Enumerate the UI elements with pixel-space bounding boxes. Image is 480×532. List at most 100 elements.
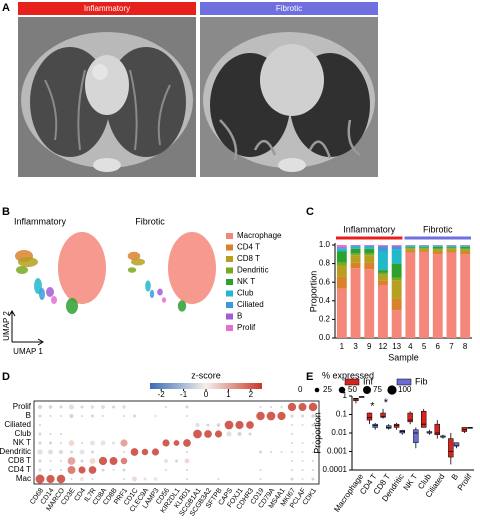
bar-segment <box>378 246 388 252</box>
box <box>453 442 460 447</box>
row-label: B <box>26 411 31 420</box>
bar-segment <box>350 253 361 256</box>
row-label: Dendritic <box>0 447 31 456</box>
bar-segment <box>378 272 388 275</box>
expression-dot <box>248 432 252 436</box>
y-tick-label: 1.0 <box>319 240 331 249</box>
group-banner-label: Inflammatory <box>84 4 130 13</box>
umap-cluster <box>127 267 137 273</box>
bar-segment <box>419 251 429 338</box>
umap-title: Fibrotic <box>135 216 165 226</box>
expression-dot <box>69 413 74 419</box>
expression-dot <box>269 405 273 409</box>
expression-dot <box>226 431 232 437</box>
expression-dot <box>308 402 318 412</box>
expression-dot <box>56 474 66 484</box>
bar-segment <box>391 245 402 247</box>
legend-label: CD8 T <box>237 254 260 263</box>
bar-segment <box>336 265 347 277</box>
expression-dot <box>122 477 126 481</box>
bar-segment <box>364 269 375 338</box>
umap-cluster <box>127 251 141 261</box>
legend-label: Prolif <box>237 323 256 332</box>
bar-segment <box>446 248 457 251</box>
expression-dot <box>78 466 86 474</box>
group-label: Fibrotic <box>423 224 453 234</box>
expression-dot <box>237 431 242 437</box>
expression-dot <box>37 449 43 455</box>
panel-label: C <box>306 206 314 218</box>
size-legend-label: 0 <box>298 385 303 394</box>
legend-label: CD4 T <box>237 243 260 252</box>
size-legend-label: 75 <box>373 385 382 394</box>
bar-segment <box>364 262 375 270</box>
expression-dot <box>49 414 52 418</box>
expression-dot <box>301 459 304 463</box>
expression-dot <box>163 458 169 464</box>
expression-dot <box>301 441 304 445</box>
x-tick-label: 4 <box>408 342 413 351</box>
expression-dot <box>120 457 128 465</box>
legend-swatch <box>226 290 233 297</box>
legend-swatch <box>226 244 233 251</box>
expression-dot <box>100 404 106 410</box>
group-banner <box>200 2 378 15</box>
x-tick-label: 3 <box>353 342 358 351</box>
expression-dot <box>112 468 115 472</box>
bar-segment <box>460 248 471 250</box>
row-label: CD8 T <box>8 456 31 465</box>
axis-label: UMAP 2 <box>2 311 11 341</box>
expression-dot <box>38 423 42 427</box>
legend-label: Inf <box>363 376 374 386</box>
bar-segment <box>391 310 402 338</box>
expression-dot <box>91 414 94 418</box>
bar-segment <box>336 262 347 266</box>
umap-cluster <box>16 266 28 274</box>
expression-dot <box>80 414 84 418</box>
row-label: CD4 T <box>8 465 31 474</box>
expression-dot <box>122 468 126 472</box>
expression-dot <box>89 440 96 446</box>
bar-segment <box>419 250 429 252</box>
expression-dot <box>287 402 297 412</box>
expression-dot <box>193 429 202 439</box>
colorbar-tick-label: 0 <box>204 390 209 399</box>
expression-dot <box>301 468 304 472</box>
expression-dot <box>217 477 220 481</box>
box <box>366 412 373 421</box>
box <box>434 423 440 436</box>
expression-dot <box>206 423 210 427</box>
expression-dot <box>49 432 52 436</box>
y-tick-label: 0.8 <box>319 259 331 268</box>
colorbar-tick-label: 2 <box>249 390 254 399</box>
bar-segment <box>391 280 402 299</box>
expression-dot <box>37 404 43 410</box>
bar-segment <box>364 246 375 249</box>
expression-dot <box>38 459 42 463</box>
panel-label: A <box>2 2 10 14</box>
bar-segment <box>460 249 471 252</box>
bar-segment <box>391 277 402 281</box>
bar-segment <box>405 246 416 248</box>
expression-dot <box>301 477 304 481</box>
bar-segment <box>378 284 388 338</box>
expression-dot <box>259 405 262 409</box>
row-label: Prolif <box>13 402 32 411</box>
expression-dot <box>112 441 115 445</box>
bar-segment <box>350 248 361 254</box>
expression-dot <box>235 420 244 430</box>
bar-segment <box>364 248 375 254</box>
expression-dot <box>311 477 315 481</box>
expression-dot <box>98 456 108 466</box>
umap-title: Inflammatory <box>14 216 67 226</box>
expression-dot <box>133 414 136 418</box>
y-tick-label: 0.2 <box>319 315 331 324</box>
legend-swatch <box>226 279 233 285</box>
umap-cluster <box>161 297 167 303</box>
expression-dot <box>59 432 63 436</box>
umap-cluster <box>168 232 216 304</box>
umap-cluster <box>145 280 151 292</box>
size-legend-label: 50 <box>348 385 357 394</box>
expression-dot <box>214 430 223 438</box>
panel-label: D <box>2 371 10 383</box>
